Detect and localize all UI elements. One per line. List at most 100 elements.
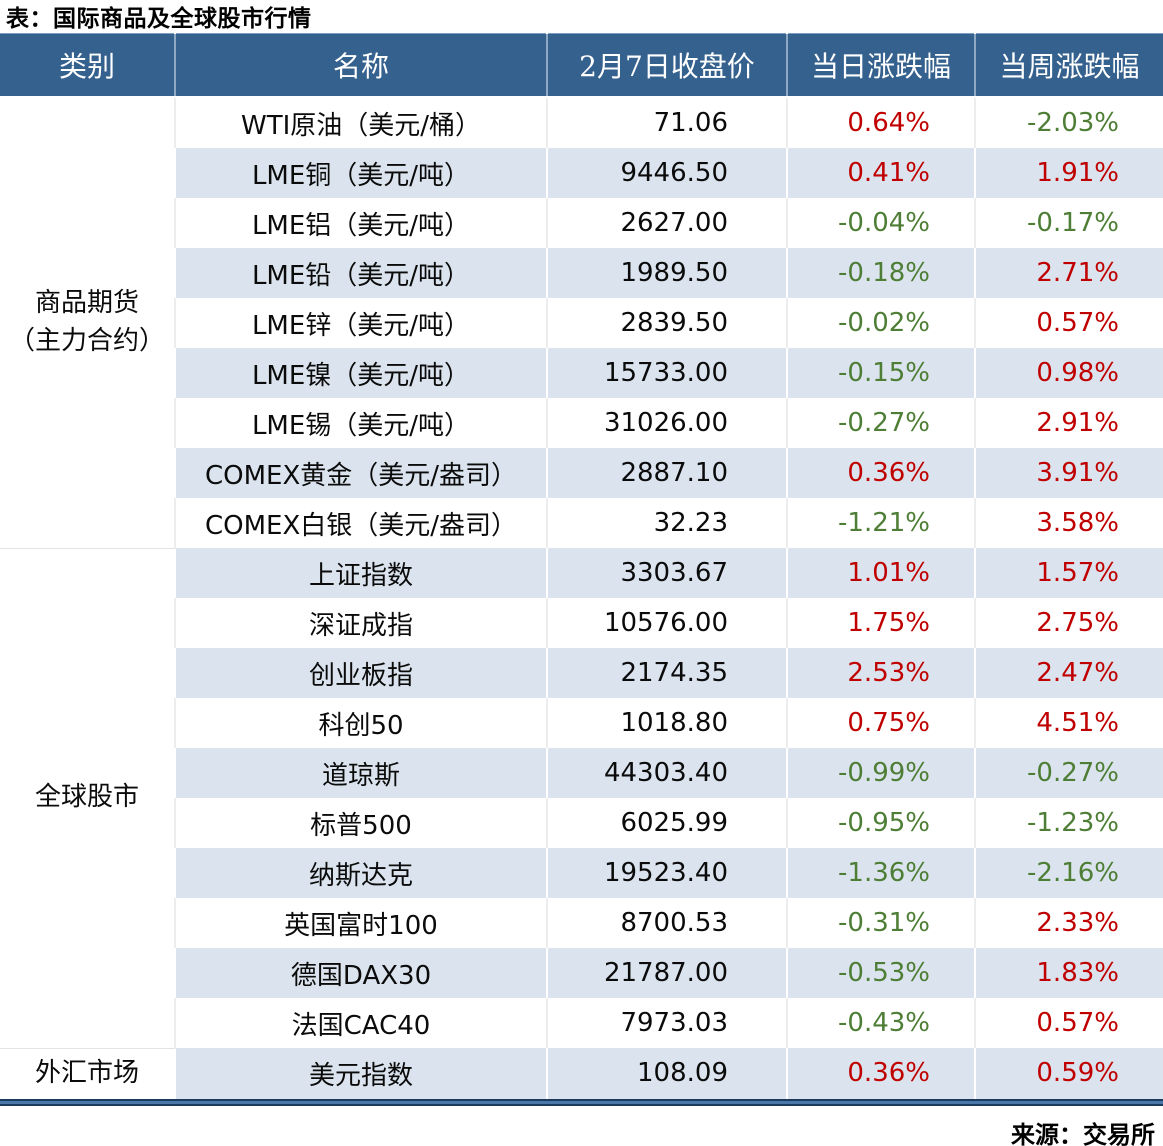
name-cell: 德国DAX30 xyxy=(174,948,547,998)
week-change-cell: 2.91% xyxy=(974,398,1163,448)
close-price-cell: 44303.40 xyxy=(546,748,787,798)
table-header: 类别 名称 2月7日收盘价 当日涨跌幅 当周涨跌幅 xyxy=(0,33,1163,98)
table-row: 深证成指 10576.00 1.75% 2.75% xyxy=(0,598,1163,648)
close-price-cell: 2839.50 xyxy=(546,298,787,348)
day-change-cell: -0.18% xyxy=(786,248,975,298)
close-price-cell: 31026.00 xyxy=(546,398,787,448)
table-row: 科创50 1018.80 0.75% 4.51% xyxy=(0,698,1163,748)
day-change-cell: -0.43% xyxy=(786,998,975,1048)
table-row: LME铝（美元/吨） 2627.00 -0.04% -0.17% xyxy=(0,198,1163,248)
table-row: 创业板指 2174.35 2.53% 2.47% xyxy=(0,648,1163,698)
name-cell: 美元指数 xyxy=(174,1048,547,1099)
close-price-cell: 9446.50 xyxy=(546,148,787,198)
name-cell: LME锡（美元/吨） xyxy=(174,398,547,448)
table-row: 外汇市场 美元指数 108.09 0.36% 0.59% xyxy=(0,1047,1163,1099)
column-header-3: 当日涨跌幅 xyxy=(786,33,975,98)
name-cell: LME锌（美元/吨） xyxy=(174,298,547,348)
close-price-cell: 19523.40 xyxy=(546,848,787,898)
table-row: 法国CAC40 7973.03 -0.43% 0.57% xyxy=(0,998,1163,1048)
column-header-0: 类别 xyxy=(0,33,175,98)
column-header-4: 当周涨跌幅 xyxy=(974,33,1163,98)
table-row: LME锌（美元/吨） 2839.50 -0.02% 0.57% xyxy=(0,298,1163,348)
week-change-cell: -0.27% xyxy=(974,748,1163,798)
table-row: 标普500 6025.99 -0.95% -1.23% xyxy=(0,798,1163,848)
week-change-cell: -1.23% xyxy=(974,798,1163,848)
table-body: 商品期货 （主力合约） WTI原油（美元/桶） 71.06 0.64% -2.03% LM… xyxy=(0,97,1163,1099)
table-row: LME锡（美元/吨） 31026.00 -0.27% 2.91% xyxy=(0,398,1163,448)
close-price-cell: 2627.00 xyxy=(546,198,787,248)
name-cell: COMEX白银（美元/盎司） xyxy=(174,498,547,548)
week-change-cell: 2.75% xyxy=(974,598,1163,648)
name-cell: 纳斯达克 xyxy=(174,848,547,898)
day-change-cell: 0.64% xyxy=(786,97,975,148)
close-price-cell: 21787.00 xyxy=(546,948,787,998)
week-change-cell: -0.17% xyxy=(974,198,1163,248)
day-change-cell: -0.04% xyxy=(786,198,975,248)
name-cell: 道琼斯 xyxy=(174,748,547,798)
day-change-cell: 1.75% xyxy=(786,598,975,648)
close-price-cell: 1018.80 xyxy=(546,698,787,748)
day-change-cell: -0.27% xyxy=(786,398,975,448)
week-change-cell: 1.91% xyxy=(974,148,1163,198)
name-cell: 科创50 xyxy=(174,698,547,748)
table-row: 全球股市 上证指数 3303.67 1.01% 1.57% xyxy=(0,547,1163,1048)
day-change-cell: -0.99% xyxy=(786,748,975,798)
week-change-cell: 3.91% xyxy=(974,448,1163,498)
close-price-cell: 10576.00 xyxy=(546,598,787,648)
column-header-1: 名称 xyxy=(174,33,547,98)
day-change-cell: -1.21% xyxy=(786,498,975,548)
name-cell: 上证指数 xyxy=(174,548,547,598)
close-price-cell: 8700.53 xyxy=(546,898,787,948)
week-change-cell: 1.83% xyxy=(974,948,1163,998)
table-row: COMEX黄金（美元/盎司） 2887.10 0.36% 3.91% xyxy=(0,448,1163,498)
header-row: 类别 名称 2月7日收盘价 当日涨跌幅 当周涨跌幅 xyxy=(0,33,1163,98)
day-change-cell: -0.02% xyxy=(786,298,975,348)
table-row: 纳斯达克 19523.40 -1.36% -2.16% xyxy=(0,848,1163,898)
name-cell: 英国富时100 xyxy=(174,898,547,948)
close-price-cell: 32.23 xyxy=(546,498,787,548)
table-row: LME铜（美元/吨） 9446.50 0.41% 1.91% xyxy=(0,148,1163,198)
source-label: 来源：交易所 xyxy=(1011,1120,1155,1146)
week-change-cell: -2.16% xyxy=(974,848,1163,898)
close-price-cell: 7973.03 xyxy=(546,998,787,1048)
name-cell: LME铅（美元/吨） xyxy=(174,248,547,298)
day-change-cell: -0.31% xyxy=(786,898,975,948)
name-cell: LME铝（美元/吨） xyxy=(174,198,547,248)
day-change-cell: 2.53% xyxy=(786,648,975,698)
category-cell: 商品期货 （主力合约） xyxy=(0,97,176,548)
name-cell: 标普500 xyxy=(174,798,547,848)
table-row: LME铅（美元/吨） 1989.50 -0.18% 2.71% xyxy=(0,248,1163,298)
close-price-cell: 15733.00 xyxy=(546,348,787,398)
table-row: 商品期货 （主力合约） WTI原油（美元/桶） 71.06 0.64% -2.03% xyxy=(0,97,1163,548)
name-cell: 法国CAC40 xyxy=(174,998,547,1048)
week-change-cell: 0.57% xyxy=(974,998,1163,1048)
close-price-cell: 108.09 xyxy=(546,1048,787,1099)
table-row: 德国DAX30 21787.00 -0.53% 1.83% xyxy=(0,948,1163,998)
table-row: LME镍（美元/吨） 15733.00 -0.15% 0.98% xyxy=(0,348,1163,398)
close-price-cell: 3303.67 xyxy=(546,548,787,598)
name-cell: LME铜（美元/吨） xyxy=(174,148,547,198)
week-change-cell: 3.58% xyxy=(974,498,1163,548)
week-change-cell: 0.57% xyxy=(974,298,1163,348)
close-price-cell: 2887.10 xyxy=(546,448,787,498)
day-change-cell: -0.53% xyxy=(786,948,975,998)
name-cell: WTI原油（美元/桶） xyxy=(174,97,547,148)
day-change-cell: -1.36% xyxy=(786,848,975,898)
close-price-cell: 71.06 xyxy=(546,97,787,148)
week-change-cell: 0.98% xyxy=(974,348,1163,398)
close-price-cell: 1989.50 xyxy=(546,248,787,298)
name-cell: LME镍（美元/吨） xyxy=(174,348,547,398)
category-cell: 全球股市 xyxy=(0,547,176,1048)
day-change-cell: 1.01% xyxy=(786,548,975,598)
table-row: 英国富时100 8700.53 -0.31% 2.33% xyxy=(0,898,1163,948)
table-bottom-border xyxy=(0,1098,1163,1106)
table-row: COMEX白银（美元/盎司） 32.23 -1.21% 3.58% xyxy=(0,498,1163,548)
week-change-cell: 2.71% xyxy=(974,248,1163,298)
day-change-cell: -0.95% xyxy=(786,798,975,848)
week-change-cell: -2.03% xyxy=(974,97,1163,148)
name-cell: COMEX黄金（美元/盎司） xyxy=(174,448,547,498)
week-change-cell: 1.57% xyxy=(974,548,1163,598)
day-change-cell: 0.41% xyxy=(786,148,975,198)
week-change-cell: 4.51% xyxy=(974,698,1163,748)
week-change-cell: 0.59% xyxy=(974,1048,1163,1099)
